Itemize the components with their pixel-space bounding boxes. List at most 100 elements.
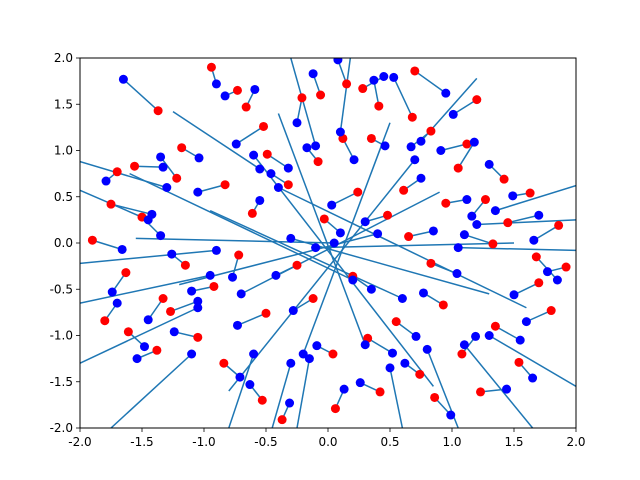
start-point	[490, 321, 500, 331]
end-point	[329, 238, 339, 248]
connector-line	[122, 78, 159, 112]
end-point	[236, 289, 246, 299]
end-point	[169, 327, 179, 337]
end-point	[112, 298, 122, 308]
end-point	[471, 331, 481, 341]
end-point	[193, 187, 203, 197]
connector-line	[367, 337, 393, 354]
connector-line	[302, 122, 391, 355]
start-point	[453, 163, 463, 173]
x-tick-label: 1.0	[442, 435, 461, 449]
end-point	[509, 290, 519, 300]
end-point	[360, 217, 370, 227]
y-tick-label: 2.0	[54, 51, 73, 65]
end-point	[484, 331, 494, 340]
y-tick-label: -1.0	[50, 329, 73, 343]
start-point	[534, 278, 544, 288]
connector-line	[393, 77, 413, 118]
start-point	[172, 173, 182, 183]
start-point	[561, 262, 571, 272]
end-point	[286, 233, 296, 243]
connector-line	[253, 154, 434, 387]
start-point	[166, 306, 176, 316]
connector-line	[80, 307, 199, 364]
end-point	[162, 183, 172, 192]
end-point	[118, 74, 128, 84]
start-point	[158, 294, 168, 303]
end-point	[422, 344, 432, 354]
end-point	[298, 349, 308, 359]
end-point	[335, 127, 345, 137]
start-point	[297, 93, 307, 103]
end-point	[355, 378, 365, 388]
end-point	[552, 275, 562, 285]
start-point	[123, 327, 133, 337]
end-point	[255, 164, 265, 174]
start-point	[220, 180, 230, 190]
start-point	[404, 232, 414, 242]
connector-line	[296, 358, 311, 428]
end-point	[158, 162, 168, 172]
end-point	[528, 373, 538, 383]
connector-line	[197, 184, 226, 193]
start-point	[209, 281, 219, 291]
start-point	[319, 214, 329, 224]
end-point	[245, 380, 255, 390]
start-point	[391, 317, 401, 327]
start-point	[462, 139, 472, 149]
end-point	[515, 335, 525, 345]
end-point	[235, 372, 245, 382]
start-point	[531, 252, 541, 262]
end-point	[410, 155, 420, 165]
x-tick-label: 2.0	[566, 435, 585, 449]
end-point	[348, 275, 358, 285]
connector-line	[237, 312, 267, 327]
start-point	[106, 199, 116, 209]
end-point	[397, 294, 407, 303]
end-point	[107, 287, 117, 297]
end-point	[311, 243, 321, 253]
connector-line	[235, 125, 264, 145]
start-point	[383, 210, 393, 220]
start-point	[259, 121, 269, 131]
end-point	[193, 303, 203, 313]
end-point	[285, 398, 295, 408]
end-point	[453, 243, 463, 253]
end-point	[249, 349, 259, 359]
connector-line	[414, 70, 447, 94]
plot-layer	[80, 58, 576, 428]
end-point	[416, 173, 426, 183]
start-point	[342, 79, 352, 89]
end-point	[462, 195, 472, 205]
connector-line	[80, 249, 217, 265]
end-point	[156, 152, 166, 162]
end-point	[411, 331, 421, 341]
end-point	[273, 183, 283, 192]
start-point	[426, 126, 436, 136]
start-point	[241, 102, 251, 112]
end-point	[373, 229, 383, 239]
connector-line	[513, 282, 540, 296]
end-point	[193, 296, 203, 306]
connector-line	[278, 186, 527, 309]
end-point	[228, 272, 238, 282]
start-point	[121, 268, 131, 278]
x-tick-label: 0.0	[318, 435, 337, 449]
connector-line	[134, 165, 164, 168]
start-point	[426, 258, 436, 268]
start-point	[193, 332, 203, 342]
start-point	[415, 369, 425, 379]
start-point	[476, 387, 486, 397]
y-tick-label: 0.5	[54, 190, 73, 204]
start-point	[499, 174, 509, 184]
start-point	[177, 143, 187, 153]
connector-line	[110, 203, 153, 216]
end-point	[472, 220, 482, 229]
y-tick-label: 0.0	[54, 236, 73, 250]
connector-line	[92, 239, 123, 251]
start-point	[430, 392, 440, 402]
x-tick-label: -0.5	[254, 435, 277, 449]
connector-line	[507, 214, 539, 224]
end-point	[387, 348, 397, 358]
end-point	[286, 358, 296, 368]
